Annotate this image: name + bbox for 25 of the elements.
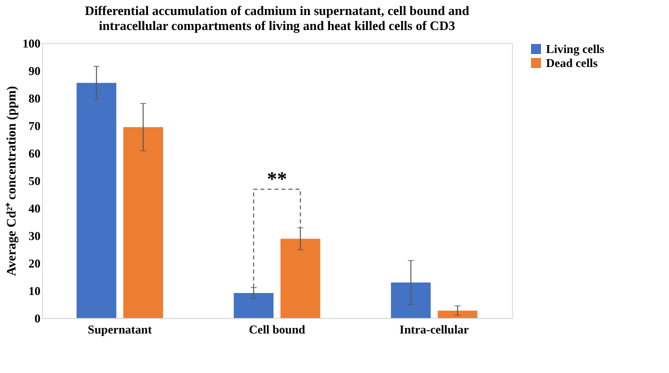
bar: [438, 310, 478, 318]
x-tick-label: Supernatant: [88, 322, 152, 336]
y-tick-label: 90: [28, 64, 40, 78]
x-tick-label: Cell bound: [248, 322, 306, 336]
y-tick-label: 10: [28, 284, 40, 298]
chart-title: Differential accumulation of cadmium in supernatant, cell bound and intracellular compartments of living and heat killed cells of CD3: [84, 3, 470, 33]
y-tick-label: 60: [28, 146, 40, 160]
bar: [390, 282, 431, 318]
y-tick-label: 70: [28, 119, 40, 133]
bar: [280, 238, 320, 318]
annotation: **: [267, 168, 287, 190]
y-tick-label: 30: [28, 229, 40, 243]
x-tick-label: Intra-cellular: [400, 322, 470, 336]
bar: [123, 127, 164, 318]
y-axis-title: Average Cd²⁺ concentration (ppm): [4, 86, 18, 276]
legend-label: Living cells: [546, 42, 605, 56]
legend-label: Dead cells: [546, 56, 598, 70]
y-tick-label: 20: [28, 256, 40, 270]
y-tick-label: 50: [28, 174, 40, 188]
y-tick-label: 40: [28, 202, 40, 216]
bar: [234, 292, 274, 318]
bar: [76, 82, 116, 318]
y-tick-label: 0: [34, 312, 40, 326]
y-tick-label: 80: [28, 92, 40, 106]
y-tick-label: 100: [22, 36, 40, 50]
